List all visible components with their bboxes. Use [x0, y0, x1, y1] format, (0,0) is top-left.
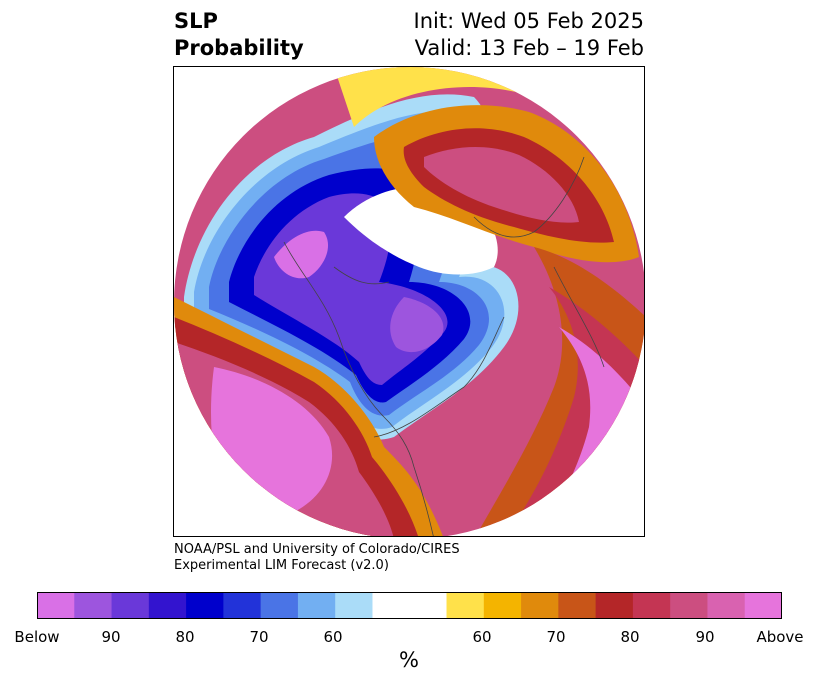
- below-max-north: [390, 297, 444, 353]
- colorbar-swatch: [186, 592, 224, 619]
- credit-line2: Experimental LIM Forecast (v2.0): [174, 558, 389, 573]
- probability-field: [174, 67, 644, 536]
- colorbar-swatch: [670, 592, 708, 619]
- colorbar-tick-label: 70: [249, 628, 269, 646]
- colorbar: [37, 592, 782, 619]
- colorbar-swatch: [595, 592, 634, 619]
- colorbar-swatch: [632, 592, 671, 619]
- map-title: SLP Probability: [174, 8, 304, 62]
- colorbar-swatch: [372, 592, 448, 619]
- colorbar-swatches: [37, 592, 782, 619]
- colorbar-tick-label: 70: [546, 628, 566, 646]
- colorbar-swatch: [223, 592, 262, 619]
- colorbar-tick-label: Above: [756, 628, 804, 646]
- colorbar-tick-label: 60: [323, 628, 343, 646]
- colorbar-unit-label: %: [399, 648, 419, 672]
- colorbar-tick-label: 90: [101, 628, 121, 646]
- credit-line1: NOAA/PSL and University of Colorado/CIRE…: [174, 542, 460, 557]
- colorbar-swatch: [297, 592, 336, 619]
- colorbar-swatch: [744, 592, 782, 619]
- colorbar-swatch: [446, 592, 485, 619]
- colorbar-tick-label: 80: [620, 628, 640, 646]
- forecast-dates: Init: Wed 05 Feb 2025 Valid: 13 Feb – 19…: [414, 8, 644, 62]
- colorbar-swatch: [111, 592, 150, 619]
- colorbar-tick-label: 90: [695, 628, 715, 646]
- title-field: Probability: [174, 36, 304, 60]
- probability-map: [174, 67, 644, 536]
- colorbar-tick-label: 60: [472, 628, 492, 646]
- coastlines: [283, 156, 605, 536]
- below-max-west: [274, 230, 329, 279]
- valid-range: Valid: 13 Feb – 19 Feb: [414, 36, 644, 60]
- init-date: Init: Wed 05 Feb 2025: [413, 9, 644, 33]
- colorbar-tick-label: Below: [14, 628, 60, 646]
- colorbar-swatch: [74, 592, 113, 619]
- credit-text: NOAA/PSL and University of Colorado/CIRE…: [174, 542, 460, 574]
- colorbar-swatch: [148, 592, 187, 619]
- colorbar-swatch: [483, 592, 522, 619]
- colorbar-swatch: [521, 592, 559, 619]
- title-variable: SLP: [174, 9, 218, 33]
- colorbar-swatch: [260, 592, 299, 619]
- map-panel: [173, 66, 645, 537]
- colorbar-swatch: [558, 592, 597, 619]
- above-siberia-90: [424, 146, 579, 223]
- colorbar-swatch: [37, 592, 75, 619]
- colorbar-swatch: [335, 592, 373, 619]
- colorbar-border: [37, 592, 782, 619]
- colorbar-swatch: [707, 592, 746, 619]
- colorbar-tick-label: 80: [175, 628, 195, 646]
